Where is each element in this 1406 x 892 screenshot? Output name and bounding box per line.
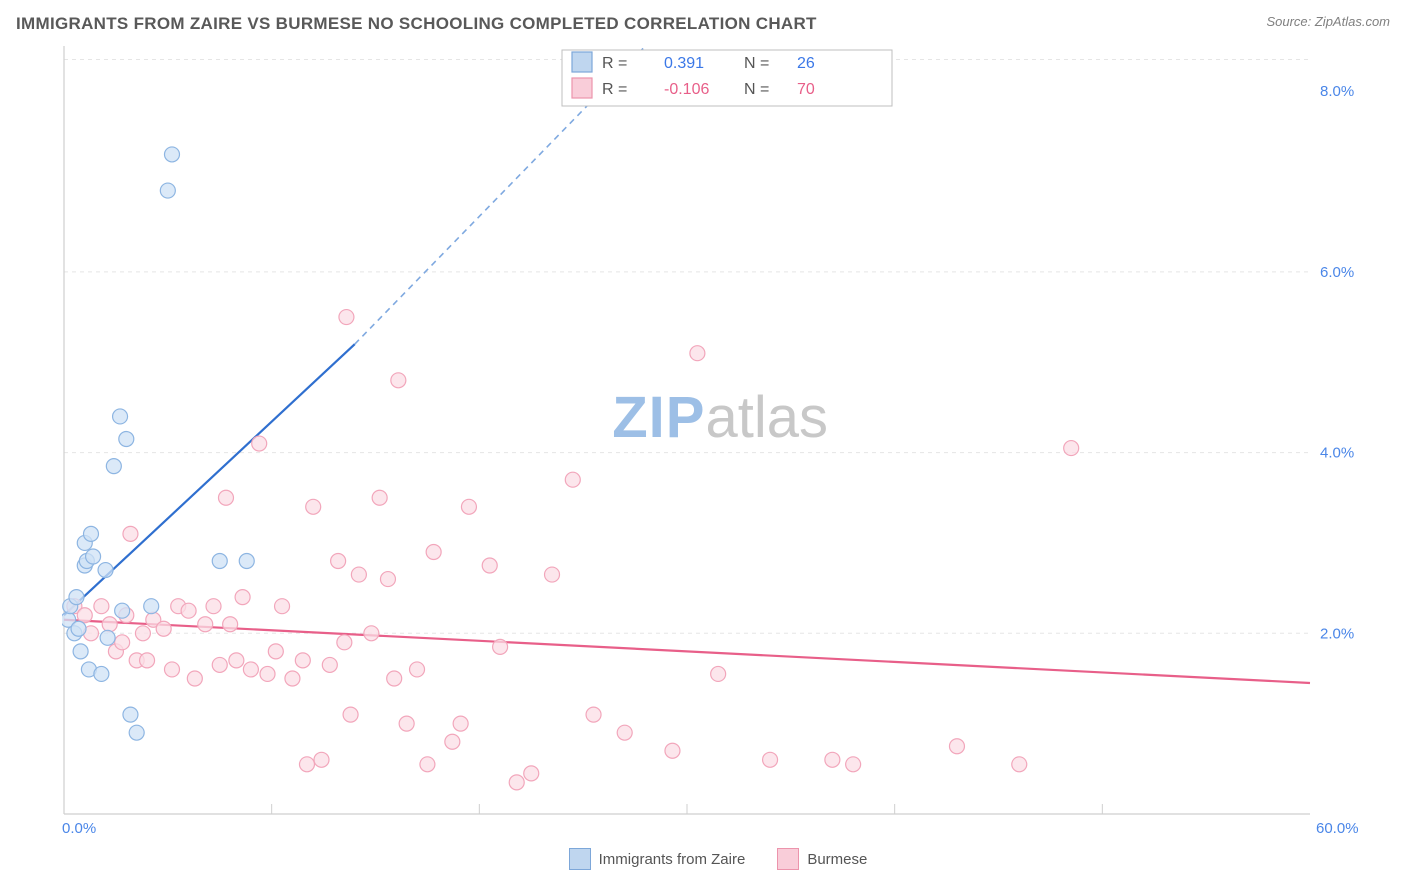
svg-text:4.0%: 4.0% [1320,445,1354,462]
svg-text:N =: N = [744,81,769,98]
legend-label: Burmese [807,851,867,868]
x-axis-min-label: 0.0% [62,820,96,837]
x-axis-max-label: 60.0% [1316,820,1359,837]
legend-label: Immigrants from Zaire [599,851,746,868]
legend-swatch [569,848,591,870]
svg-text:R =: R = [602,55,627,72]
chart-title: IMMIGRANTS FROM ZAIRE VS BURMESE NO SCHO… [16,14,817,33]
svg-text:70: 70 [797,81,815,98]
svg-text:0.391: 0.391 [664,55,704,72]
legend-item: Burmese [777,848,867,870]
svg-text:26: 26 [797,55,815,72]
chart-header: IMMIGRANTS FROM ZAIRE VS BURMESE NO SCHO… [16,14,1390,38]
legend-swatch [777,848,799,870]
chart-source: Source: ZipAtlas.com [1266,14,1390,29]
chart-container: No Schooling Completed 2.0%4.0%6.0%8.0%R… [18,44,1376,882]
legend-item: Immigrants from Zaire [569,848,746,870]
svg-text:N =: N = [744,55,769,72]
bottom-legend: Immigrants from Zaire Burmese [62,842,1374,882]
svg-text:6.0%: 6.0% [1320,264,1354,281]
svg-text:2.0%: 2.0% [1320,625,1354,642]
svg-text:8.0%: 8.0% [1320,83,1354,100]
svg-text:R =: R = [602,81,627,98]
scatter-svg: 2.0% 4.0% 6.0% 8.0% R = 0.391 N = 26 R = -0.106 N … [62,44,1374,842]
plot-area: 2.0% 4.0% 6.0% 8.0% R = 0.391 N = 26 R = -0.106 N … [62,44,1374,842]
svg-text:-0.106: -0.106 [664,81,709,98]
